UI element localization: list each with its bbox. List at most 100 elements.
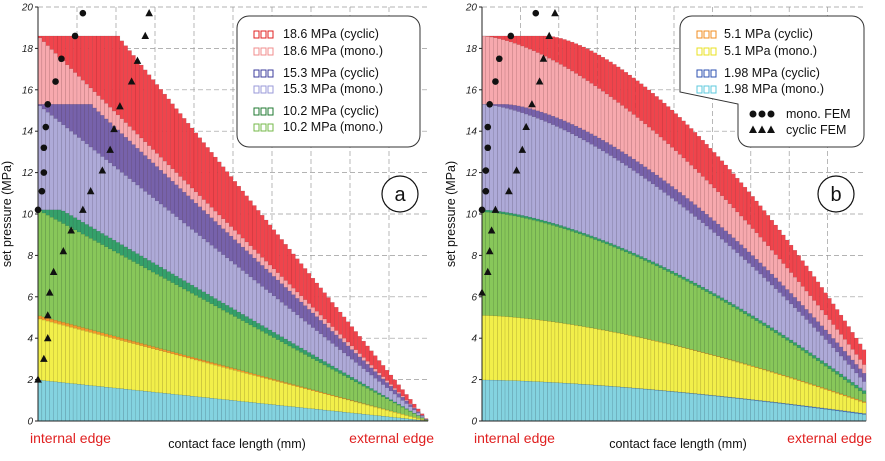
legend-swatch	[696, 69, 703, 78]
bar	[520, 380, 525, 422]
cyclic-fem-point	[79, 205, 87, 213]
x-axis-label: contact face length (mm)	[609, 437, 747, 451]
legend-swatch	[703, 30, 710, 39]
mono-fem-point	[52, 78, 59, 85]
legend-swatch	[703, 47, 710, 56]
cyclic-fem-point	[67, 226, 75, 234]
bar	[785, 404, 790, 422]
legend-item-label: 10.2 MPa (mono.)	[283, 120, 383, 134]
mono-fem-point	[478, 206, 486, 214]
bar	[497, 380, 502, 422]
bar	[338, 411, 343, 422]
cyclic-fem-point	[34, 375, 42, 383]
legend-item-label: 15.3 MPa (cyclic)	[283, 66, 379, 80]
bar	[854, 413, 859, 422]
y-tick-label: 12	[466, 168, 478, 179]
legend-cyclic-marker	[749, 125, 757, 133]
bar	[353, 413, 358, 422]
cyclic-fem-point	[485, 247, 494, 255]
bar	[287, 406, 292, 422]
bar	[72, 383, 78, 422]
bar	[158, 392, 163, 422]
bar	[777, 403, 782, 422]
legend-swatch	[253, 30, 260, 39]
y-tick-label: 8	[471, 251, 477, 262]
bar	[838, 411, 844, 422]
legend-item-label: 5.1 MPa (cyclic)	[724, 27, 813, 41]
bar	[485, 379, 490, 422]
bar	[689, 393, 694, 422]
bar	[708, 395, 713, 422]
panel-a: 0 2 4 6 8 10 12 14 16 18 20 set pressure (MPa) inter…	[0, 3, 434, 452]
external-edge-label: external edge	[349, 430, 434, 446]
y-tick-label: 20	[21, 3, 34, 14]
bar	[342, 412, 347, 422]
cyclic-fem-point	[528, 100, 536, 108]
bar	[543, 381, 548, 422]
bar	[635, 388, 640, 422]
cyclic-fem-point	[483, 267, 492, 275]
bar	[217, 398, 222, 422]
bar	[754, 400, 759, 422]
mono-fem-point	[532, 9, 540, 17]
legend-swatch	[267, 30, 274, 39]
y-tick-label: 16	[22, 85, 34, 96]
cyclic-fem-point	[505, 187, 513, 195]
bar	[209, 398, 214, 422]
bar	[608, 386, 613, 422]
bar	[260, 403, 265, 422]
y-axis-label: set pressure (MPa)	[0, 161, 14, 267]
bar	[604, 385, 609, 422]
legend-item-label: 5.1 MPa (mono.)	[724, 44, 817, 58]
bar	[45, 380, 50, 422]
bar	[712, 395, 717, 422]
bar	[65, 382, 70, 422]
bar	[115, 388, 121, 422]
x-axis-label: contact face length (mm)	[168, 437, 306, 451]
cyclic-fem-point	[545, 31, 553, 39]
legend-swatch	[267, 85, 274, 94]
mono-fem-point	[71, 32, 79, 40]
bar	[88, 385, 93, 422]
bar	[279, 405, 284, 422]
bar	[524, 381, 529, 422]
bar	[69, 383, 74, 422]
bar	[696, 394, 702, 422]
y-tick-label: 8	[27, 251, 33, 262]
bar	[739, 398, 744, 422]
y-tick-label: 6	[471, 292, 477, 303]
bar	[719, 396, 725, 422]
mono-fem-point	[44, 100, 52, 108]
external-edge-label: external edge	[787, 430, 872, 446]
bar	[742, 399, 748, 422]
bar	[310, 408, 316, 422]
bar	[650, 389, 655, 422]
bar	[512, 380, 517, 422]
cyclic-fem-point	[491, 205, 500, 213]
bar	[213, 398, 218, 422]
bar	[326, 410, 331, 422]
bar	[746, 399, 751, 422]
bar	[585, 384, 590, 422]
mono-fem-point	[482, 187, 490, 195]
bar	[631, 388, 636, 422]
y-tick-label: 16	[466, 85, 478, 96]
bar	[669, 391, 675, 422]
bar	[627, 387, 632, 422]
bar	[37, 380, 43, 422]
cyclic-fem-point	[49, 267, 58, 275]
legend-mono-marker	[758, 110, 766, 118]
y-tick-label: 18	[466, 44, 478, 55]
mono-fem-point	[38, 187, 46, 195]
legend-swatch	[703, 85, 710, 94]
legend-swatch	[710, 85, 717, 94]
legend-mono-marker	[749, 110, 757, 118]
bar	[92, 385, 97, 422]
bar	[727, 397, 732, 422]
legend-swatch	[253, 107, 260, 116]
bar	[581, 384, 586, 422]
bar	[119, 388, 124, 422]
bar	[846, 412, 851, 422]
bar	[244, 401, 249, 422]
